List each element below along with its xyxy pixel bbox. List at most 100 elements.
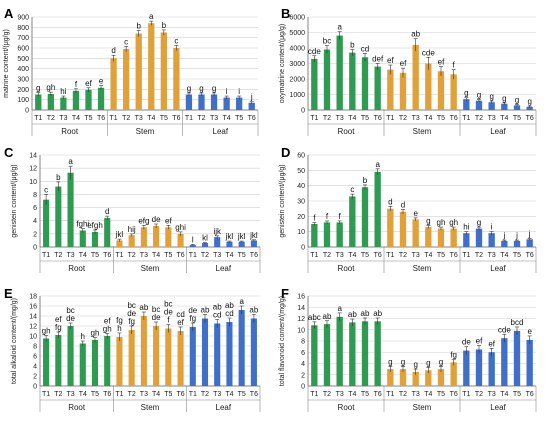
x-tick-label: T6: [103, 391, 111, 398]
bar: [399, 72, 407, 110]
significance-letter: i: [226, 87, 228, 96]
y-tick-label: 10: [29, 334, 37, 341]
x-tick-label: T2: [475, 115, 483, 122]
y-tick-label: 2: [33, 231, 37, 238]
x-tick-label: T5: [513, 252, 521, 259]
bar: [201, 318, 209, 386]
y-tick-label: 4: [301, 361, 305, 368]
y-tick-label: 0: [33, 384, 37, 391]
significance-letter: efgh: [87, 221, 103, 230]
bar: [412, 44, 419, 110]
x-tick-label: T1: [115, 252, 123, 259]
bar: [323, 222, 331, 247]
x-tick-label: T3: [336, 391, 344, 398]
significance-letter: j: [515, 231, 518, 240]
significance-letter: e: [527, 327, 532, 336]
significance-letter: gh: [437, 218, 446, 227]
x-tick-label: T1: [310, 252, 318, 259]
bar: [140, 227, 147, 247]
x-tick-label: T3: [140, 252, 148, 259]
bar: [463, 233, 470, 247]
y-tick-label: 8: [33, 192, 37, 199]
x-tick-label: T5: [91, 391, 99, 398]
bar: [475, 228, 483, 247]
bar: [501, 103, 508, 110]
significance-letter: fg: [450, 351, 457, 360]
group-label: Root: [338, 264, 356, 273]
y-axis-label: matrine content/(μg/g): [3, 29, 10, 98]
x-tick-label: T2: [54, 391, 62, 398]
bar: [185, 94, 193, 110]
bar: [399, 369, 407, 386]
bar: [412, 371, 419, 386]
significance-letter: bc: [323, 37, 331, 46]
bar: [349, 196, 356, 247]
y-tick-label: 18: [29, 294, 37, 301]
bar: [526, 339, 533, 386]
significance-letter: b: [363, 176, 368, 185]
bar: [361, 321, 369, 386]
significance-letter: de: [188, 306, 197, 315]
x-tick-label: T2: [201, 252, 209, 259]
y-axis-label: genistein content/(μg/g): [279, 164, 286, 237]
x-tick-label: T2: [475, 252, 483, 259]
bar: [475, 349, 483, 386]
significance-letter: bc: [66, 306, 74, 315]
x-tick-label: T5: [164, 391, 172, 398]
x-tick-label: T2: [201, 391, 209, 398]
x-tick-label: T6: [250, 391, 258, 398]
x-tick-label: T5: [238, 391, 246, 398]
significance-letter: h: [117, 324, 121, 333]
bar: [238, 241, 245, 247]
x-tick-label: T3: [412, 391, 420, 398]
bar: [463, 99, 470, 110]
bar: [488, 352, 495, 386]
significance-letter: ab: [213, 303, 222, 312]
y-tick-label: 2: [33, 374, 37, 381]
panel-c: C 0 2 4 6 8 10 12 14 genistein content/(μg/g) c T1 b…: [4, 145, 261, 273]
significance-letter: ef: [165, 216, 172, 225]
y-tick-label: 500: [17, 56, 29, 63]
bar: [189, 327, 196, 386]
bar: [250, 240, 257, 247]
significance-letter: ef: [177, 318, 184, 327]
x-tick-label: T6: [176, 391, 184, 398]
y-tick-label: 12: [29, 166, 37, 173]
x-tick-label: T2: [399, 252, 407, 259]
bar: [387, 369, 394, 386]
significance-letter: ab: [139, 303, 148, 312]
y-tick-label: 8: [301, 339, 305, 346]
bar: [189, 245, 196, 247]
bar: [250, 318, 257, 386]
panel-e: E 0 2 4 6 8 10 12 14 16 18 total alkaloid content/(…: [4, 286, 261, 412]
significance-letter: bcd: [511, 318, 524, 327]
bar: [374, 321, 381, 386]
x-tick-label: T1: [34, 115, 42, 122]
y-axis-label: genistein content/(μg/g): [11, 164, 18, 237]
significance-letter: cde: [422, 48, 435, 57]
bar: [488, 233, 495, 247]
significance-letter: g: [515, 95, 519, 104]
y-tick-label: 4: [33, 364, 37, 371]
significance-letter: ef: [387, 56, 394, 65]
significance-letter: cde: [498, 325, 511, 334]
y-tick-label: 8: [33, 344, 37, 351]
y-axis-label: oxymatrine content/(μg/g): [279, 24, 286, 104]
x-tick-label: T6: [526, 252, 534, 259]
significance-letter: fghi: [76, 220, 89, 229]
panel-d: D 0 10 20 30 40 50 60 genistein content/(μg/g) f T…: [279, 145, 537, 273]
bar: [97, 87, 105, 110]
bar: [104, 218, 111, 247]
y-tick-label: 14: [297, 305, 305, 312]
bar: [425, 63, 432, 110]
x-tick-label: T1: [462, 391, 470, 398]
y-tick-label: 1000: [289, 92, 305, 99]
significance-letter: f: [326, 212, 329, 221]
bar: [79, 230, 86, 247]
y-tick-label: 900: [17, 15, 29, 22]
bar: [412, 219, 419, 247]
bar: [323, 324, 331, 386]
y-tick-label: 12: [29, 324, 37, 331]
group-label: Leaf: [490, 264, 506, 273]
significance-letter: a: [149, 12, 154, 21]
